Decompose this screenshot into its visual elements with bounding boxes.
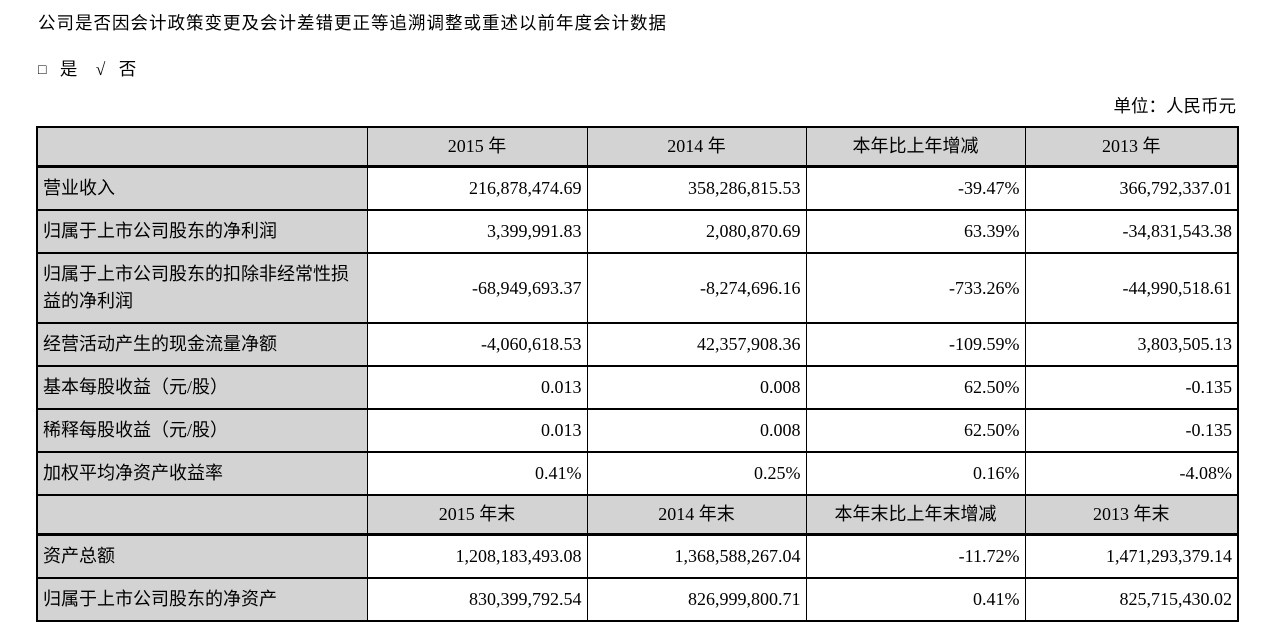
cell-value: 42,357,908.36: [586, 322, 807, 367]
cell-value: -34,831,543.38: [1024, 209, 1239, 254]
header-cell-2015: 2015 年: [366, 126, 588, 168]
cell-value: 0.16%: [805, 451, 1026, 496]
table-row: 经营活动产生的现金流量净额 -4,060,618.53 42,357,908.3…: [36, 322, 1239, 367]
header-cell-blank: [36, 494, 368, 536]
cell-value: -4.08%: [1024, 451, 1239, 496]
row-label: 稀释每股收益（元/股）: [36, 408, 368, 453]
unit-label: 单位：人民币元: [1113, 96, 1237, 116]
restatement-question-text: 公司是否因会计政策变更及会计差错更正等追溯调整或重述以前年度会计数据: [38, 13, 667, 33]
checkmark-icon: √: [95, 59, 106, 79]
cell-value: -8,274,696.16: [586, 252, 807, 324]
cell-value: -0.135: [1024, 365, 1239, 410]
cell-value: 825,715,430.02: [1024, 577, 1239, 622]
cell-value: 0.41%: [805, 577, 1026, 622]
cell-value: 216,878,474.69: [366, 165, 588, 211]
yes-label: 是: [59, 59, 78, 79]
cell-value: -0.135: [1024, 408, 1239, 453]
table-header-row-annual: 2015 年 2014 年 本年比上年增减 2013 年: [36, 126, 1239, 168]
row-label: 归属于上市公司股东的扣除非经常性损益的净利润: [36, 252, 368, 324]
table-row: 稀释每股收益（元/股） 0.013 0.008 62.50% -0.135: [36, 408, 1239, 453]
cell-value: -39.47%: [805, 165, 1026, 211]
cell-value: 3,399,991.83: [366, 209, 588, 254]
cell-value: 63.39%: [805, 209, 1026, 254]
cell-value: 3,803,505.13: [1024, 322, 1239, 367]
yes-no-checkbox-line: □ 是 √ 否: [38, 56, 1274, 81]
no-label: 否: [118, 59, 137, 79]
cell-value: -44,990,518.61: [1024, 252, 1239, 324]
row-label: 加权平均净资产收益率: [36, 451, 368, 496]
cell-value: 826,999,800.71: [586, 577, 807, 622]
table-row: 资产总额 1,208,183,493.08 1,368,588,267.04 -…: [36, 533, 1239, 579]
cell-value: 0.008: [586, 365, 807, 410]
row-label: 营业收入: [36, 165, 368, 211]
cell-value: 0.008: [586, 408, 807, 453]
cell-value: -733.26%: [805, 252, 1026, 324]
cell-value: -4,060,618.53: [366, 322, 588, 367]
key-financials-table: 2015 年 2014 年 本年比上年增减 2013 年 营业收入 216,87…: [36, 126, 1239, 622]
table-header-row-yearend: 2015 年末 2014 年末 本年末比上年末增减 2013 年末: [36, 494, 1239, 536]
header-cell-2015-end: 2015 年末: [366, 494, 588, 536]
cell-value: 358,286,815.53: [586, 165, 807, 211]
row-label: 资产总额: [36, 533, 368, 579]
cell-value: 0.25%: [586, 451, 807, 496]
table-row: 加权平均净资产收益率 0.41% 0.25% 0.16% -4.08%: [36, 451, 1239, 496]
checkbox-unchecked-icon: □: [38, 63, 47, 78]
cell-value: 830,399,792.54: [366, 577, 588, 622]
header-cell-2014: 2014 年: [586, 126, 807, 168]
cell-value: 0.41%: [366, 451, 588, 496]
header-cell-yoy-change: 本年比上年增减: [805, 126, 1026, 168]
cell-value: 0.013: [366, 408, 588, 453]
header-cell-yearend-change: 本年末比上年末增减: [805, 494, 1026, 536]
row-label: 基本每股收益（元/股）: [36, 365, 368, 410]
cell-value: 62.50%: [805, 408, 1026, 453]
header-cell-2013-end: 2013 年末: [1024, 494, 1239, 536]
cell-value: -109.59%: [805, 322, 1026, 367]
cell-value: 2,080,870.69: [586, 209, 807, 254]
cell-value: -11.72%: [805, 533, 1026, 579]
table-row: 归属于上市公司股东的净资产 830,399,792.54 826,999,800…: [36, 577, 1239, 622]
cell-value: 1,208,183,493.08: [366, 533, 588, 579]
header-cell-2014-end: 2014 年末: [586, 494, 807, 536]
table-row: 归属于上市公司股东的净利润 3,399,991.83 2,080,870.69 …: [36, 209, 1239, 254]
cell-value: 366,792,337.01: [1024, 165, 1239, 211]
cell-value: 1,471,293,379.14: [1024, 533, 1239, 579]
cell-value: 0.013: [366, 365, 588, 410]
table-row: 营业收入 216,878,474.69 358,286,815.53 -39.4…: [36, 165, 1239, 211]
header-cell-2013: 2013 年: [1024, 126, 1239, 168]
cell-value: 1,368,588,267.04: [586, 533, 807, 579]
row-label: 经营活动产生的现金流量净额: [36, 322, 368, 367]
cell-value: -68,949,693.37: [366, 252, 588, 324]
header-cell-blank: [36, 126, 368, 168]
cell-value: 62.50%: [805, 365, 1026, 410]
table-row: 基本每股收益（元/股） 0.013 0.008 62.50% -0.135: [36, 365, 1239, 410]
row-label: 归属于上市公司股东的净利润: [36, 209, 368, 254]
table-row: 归属于上市公司股东的扣除非经常性损益的净利润 -68,949,693.37 -8…: [36, 252, 1239, 324]
row-label: 归属于上市公司股东的净资产: [36, 577, 368, 622]
